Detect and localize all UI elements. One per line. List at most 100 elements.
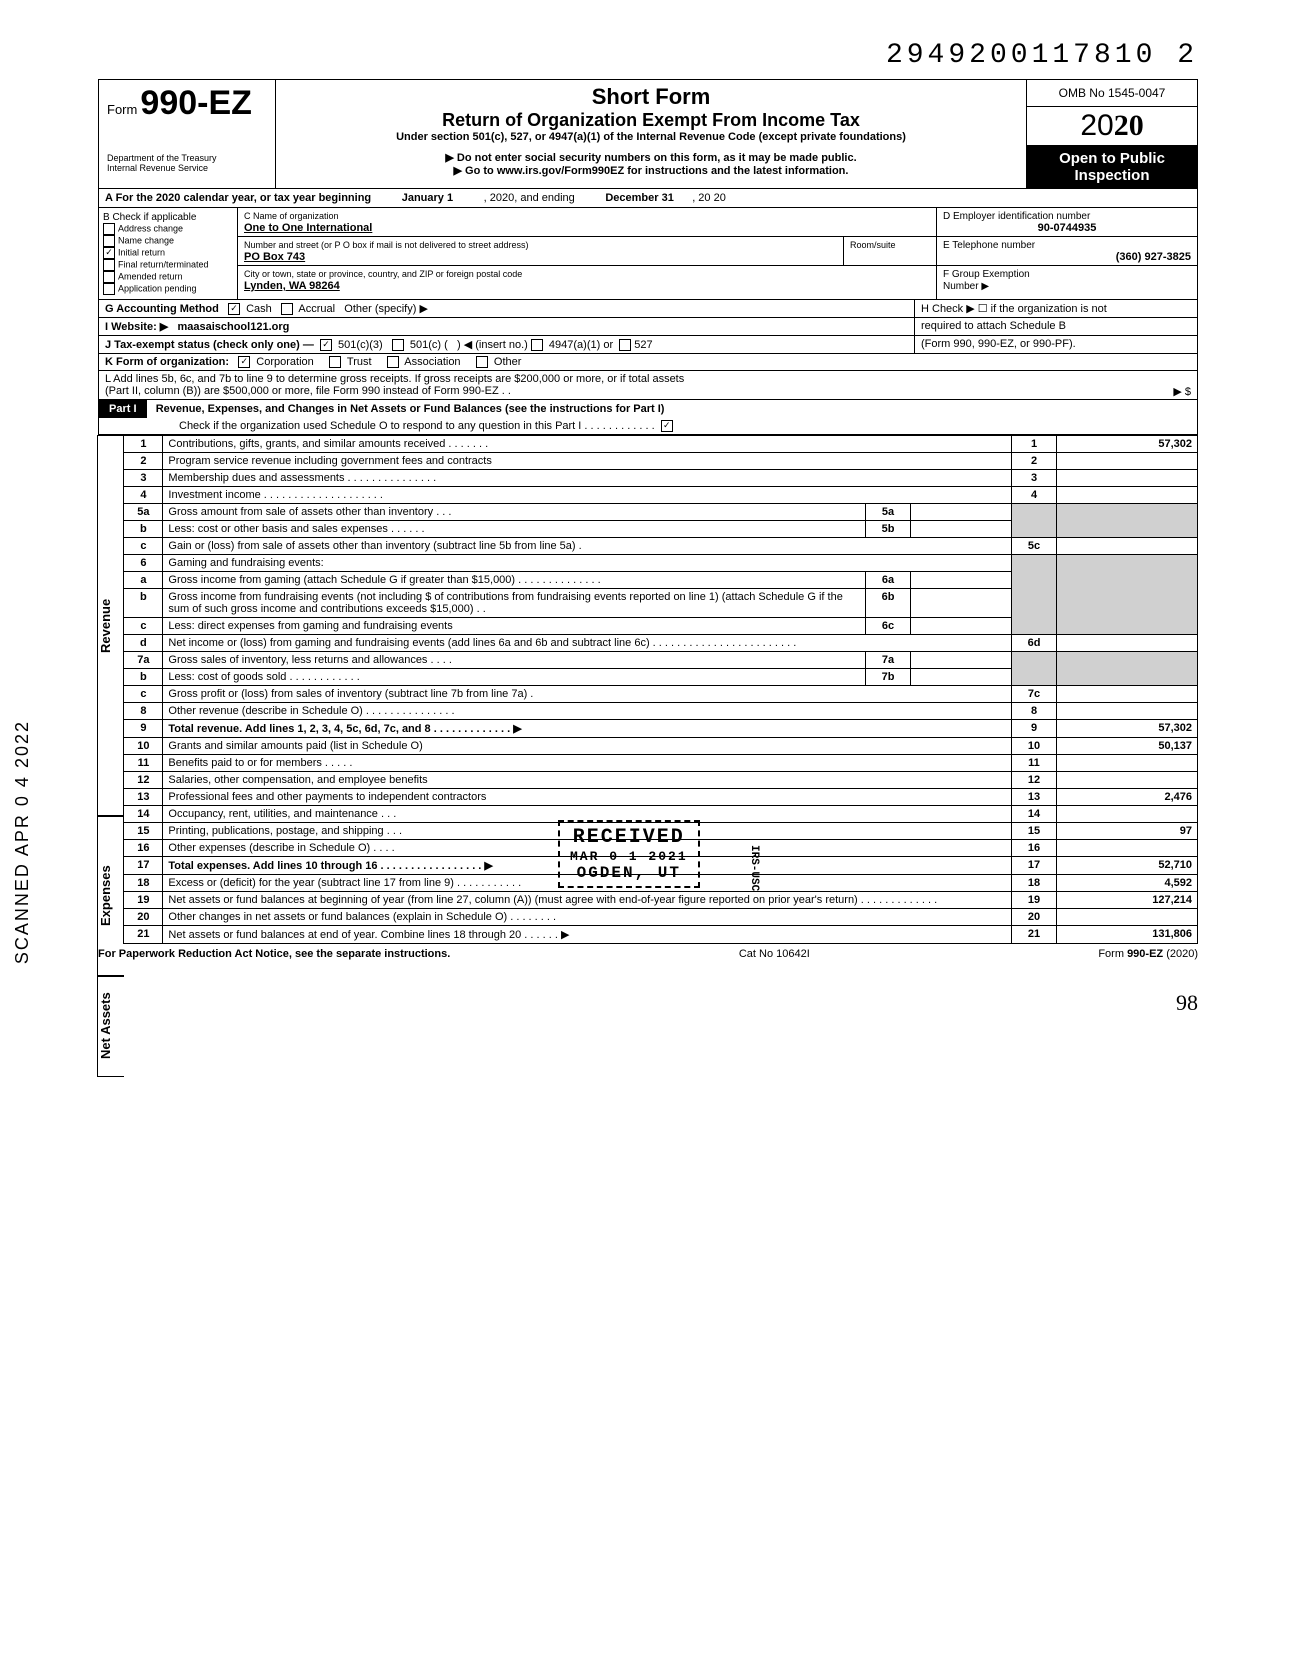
- line-3-num: 3: [124, 470, 163, 487]
- chk-name-change[interactable]: [103, 235, 115, 247]
- line-5c-num: c: [124, 538, 163, 555]
- chk-app-pending[interactable]: [103, 283, 115, 295]
- chk-4947[interactable]: [531, 339, 543, 351]
- chk-other-org[interactable]: [476, 356, 488, 368]
- org-city: Lynden, WA 98264: [244, 280, 340, 292]
- chk-527[interactable]: [619, 339, 631, 351]
- line-4-desc: Investment income . . . . . . . . . . . …: [163, 487, 1012, 504]
- lbl-527: 527: [634, 339, 652, 351]
- footer-mid: Cat No 10642I: [739, 948, 810, 960]
- dept-treasury: Department of the Treasury: [107, 153, 267, 163]
- line-11-box: 11: [1012, 755, 1057, 772]
- section-h: H Check ▶ ☐ if the organization is not: [914, 300, 1197, 317]
- footer-left: For Paperwork Reduction Act Notice, see …: [98, 948, 450, 960]
- label-k-org-form: K Form of organization:: [105, 356, 229, 368]
- label-i-website: I Website: ▶: [105, 321, 168, 333]
- line-7c-box: 7c: [1012, 686, 1057, 703]
- line-6d-box: 6d: [1012, 635, 1057, 652]
- section-b-header: B Check if applicable: [103, 212, 233, 223]
- line-5c-desc: Gain or (loss) from sale of assets other…: [163, 538, 1012, 555]
- line-19-desc: Net assets or fund balances at beginning…: [163, 892, 1012, 909]
- line-15-num: 15: [124, 823, 163, 840]
- line-7b-num: b: [124, 669, 163, 686]
- line-20-amt: [1057, 909, 1198, 926]
- line-1-desc: Contributions, gifts, grants, and simila…: [163, 436, 1012, 453]
- line-8-desc: Other revenue (describe in Schedule O) .…: [163, 703, 1012, 720]
- line-21-box: 21: [1012, 926, 1057, 944]
- line-11-desc: Benefits paid to or for members . . . . …: [163, 755, 1012, 772]
- line-5a-ibox: 5a: [866, 504, 911, 521]
- lbl-trust: Trust: [347, 356, 372, 368]
- label-g-accounting: G Accounting Method: [105, 303, 219, 315]
- line-12-num: 12: [124, 772, 163, 789]
- row-a-begin: January 1: [402, 192, 453, 204]
- line-12-box: 12: [1012, 772, 1057, 789]
- line-6c-ibox: 6c: [866, 618, 911, 635]
- line-16-amt: [1057, 840, 1198, 857]
- chk-address-change[interactable]: [103, 223, 115, 235]
- line-19-box: 19: [1012, 892, 1057, 909]
- line-7b-iamt: [911, 669, 1012, 686]
- scanned-stamp-side: SCANNED APR 0 4 2022: [12, 720, 33, 964]
- label-f-number: Number ▶: [943, 281, 989, 292]
- stamp-received: RECEIVED: [570, 826, 688, 849]
- line-17-num: 17: [124, 857, 163, 875]
- stamp-irs-side: IRS-USC: [748, 845, 760, 891]
- line-5c-box: 5c: [1012, 538, 1057, 555]
- h-line2: required to attach Schedule B: [921, 320, 1066, 332]
- lbl-name-change: Name change: [118, 236, 174, 246]
- chk-accrual[interactable]: [281, 303, 293, 315]
- website-value: maasaischool121.org: [177, 321, 289, 333]
- dept-irs: Internal Revenue Service: [107, 163, 267, 173]
- chk-final-return[interactable]: [103, 259, 115, 271]
- chk-501c3[interactable]: ✓: [320, 339, 332, 351]
- chk-cash[interactable]: ✓: [228, 303, 240, 315]
- section-net-assets: Net Assets: [98, 976, 113, 1076]
- line-5b-iamt: [911, 521, 1012, 538]
- line-6-desc: Gaming and fundraising events:: [163, 555, 1012, 572]
- line-21-amt: 131,806: [1057, 926, 1198, 944]
- line-1-box: 1: [1012, 436, 1057, 453]
- line-3-amt: [1057, 470, 1198, 487]
- line-7a-iamt: [911, 652, 1012, 669]
- lbl-other-method: Other (specify) ▶: [344, 303, 428, 315]
- line-19-num: 19: [124, 892, 163, 909]
- line-18-num: 18: [124, 875, 163, 892]
- line-6a-num: a: [124, 572, 163, 589]
- line-10-desc: Grants and similar amounts paid (list in…: [163, 738, 1012, 755]
- line-7a-desc: Gross sales of inventory, less returns a…: [163, 652, 866, 669]
- line-13-desc: Professional fees and other payments to …: [163, 789, 1012, 806]
- line-15-amt: 97: [1057, 823, 1198, 840]
- line-7b-ibox: 7b: [866, 669, 911, 686]
- chk-trust[interactable]: [329, 356, 341, 368]
- line-7c-num: c: [124, 686, 163, 703]
- line-5b-num: b: [124, 521, 163, 538]
- lbl-association: Association: [404, 356, 460, 368]
- page-footer: For Paperwork Reduction Act Notice, see …: [98, 944, 1198, 960]
- chk-association[interactable]: [387, 356, 399, 368]
- row-a-mid: , 2020, and ending: [484, 192, 575, 204]
- l-arrow: ▶ $: [1173, 385, 1191, 398]
- label-f-group: F Group Exemption: [943, 269, 1030, 280]
- line-6b-desc: Gross income from fundraising events (no…: [163, 589, 866, 618]
- line-7a-ibox: 7a: [866, 652, 911, 669]
- chk-schedule-o[interactable]: ✓: [661, 420, 673, 432]
- lbl-app-pending: Application pending: [118, 284, 197, 294]
- line-14-amt: [1057, 806, 1198, 823]
- line-5a-desc: Gross amount from sale of assets other t…: [163, 504, 866, 521]
- chk-initial-return[interactable]: ✓: [103, 247, 115, 259]
- label-c-name: C Name of organization: [244, 211, 339, 221]
- line-16-box: 16: [1012, 840, 1057, 857]
- chk-501c[interactable]: [392, 339, 404, 351]
- chk-corporation[interactable]: ✓: [238, 356, 250, 368]
- line-7a-num: 7a: [124, 652, 163, 669]
- title-short-form: Short Form: [284, 84, 1018, 110]
- lbl-501c: 501(c) (: [410, 339, 448, 351]
- org-info-grid: B Check if applicable Address change Nam…: [98, 208, 1198, 300]
- line-20-num: 20: [124, 909, 163, 926]
- l-line1: L Add lines 5b, 6c, and 7b to line 9 to …: [105, 373, 684, 385]
- org-street: PO Box 743: [244, 251, 305, 263]
- line-12-amt: [1057, 772, 1198, 789]
- line-9-num: 9: [124, 720, 163, 738]
- chk-amended[interactable]: [103, 271, 115, 283]
